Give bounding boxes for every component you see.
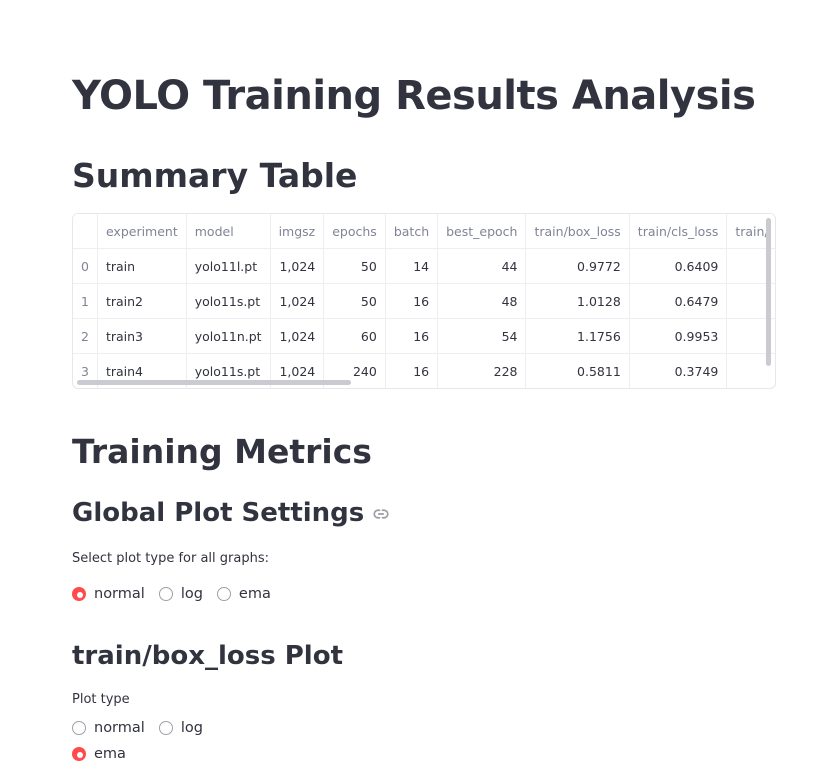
column-header[interactable]: imgsz — [270, 214, 325, 249]
summary-table-heading: Summary Table — [72, 156, 358, 195]
radio-label: normal — [94, 586, 145, 602]
table-cell[interactable]: train — [97, 248, 187, 284]
global-plot-type-option-ema[interactable]: ema — [216, 586, 271, 602]
radio-circle-icon[interactable] — [72, 747, 86, 761]
plot-type-option-ema[interactable]: ema — [72, 746, 126, 762]
table-cell[interactable]: 228 — [437, 353, 527, 388]
column-header[interactable]: batch — [385, 214, 439, 249]
training-metrics-heading: Training Metrics — [72, 432, 372, 471]
table-cell[interactable]: yolo11n.pt — [186, 318, 271, 354]
global-radio-label: Select plot type for all graphs: — [72, 551, 269, 566]
summary-table: experiment model imgsz epochs batch best_epoc… — [73, 214, 775, 388]
row-index[interactable]: 0 — [73, 248, 98, 284]
radio-circle-icon[interactable] — [216, 587, 231, 601]
radio-label: ema — [238, 586, 271, 602]
table-cell[interactable]: 50 — [323, 248, 386, 284]
table-row: 1 train2 yolo11s.pt 1,024 50 16 48 1.0128 0.6479 — [73, 283, 775, 319]
radio-label: log — [180, 586, 203, 602]
table-row: 0 train yolo11l.pt 1,024 50 14 44 0.9772 0.6409 — [73, 248, 775, 284]
table-cell[interactable]: train2 — [97, 283, 187, 319]
column-header[interactable]: train/cls_loss — [629, 214, 728, 249]
table-cell[interactable]: 0.6409 — [629, 248, 728, 284]
table-cell[interactable]: 44 — [437, 248, 527, 284]
radio-circle-icon[interactable] — [72, 587, 86, 601]
row-index[interactable]: 1 — [73, 283, 98, 319]
column-header[interactable]: train/box_loss — [525, 214, 630, 249]
table-cell[interactable]: 0.9772 — [525, 248, 630, 284]
global-plot-type-option-normal[interactable]: normal — [72, 586, 145, 602]
page-title: YOLO Training Results Analysis — [72, 73, 756, 119]
plot-type-radio-row-1: normal log — [72, 720, 217, 736]
table-row: 2 train3 yolo11n.pt 1,024 60 16 54 1.1756 0.9953 — [73, 318, 775, 354]
radio-label: ema — [94, 746, 126, 762]
table-cell[interactable]: 0.9953 — [629, 318, 728, 354]
global-plot-type-option-log[interactable]: log — [158, 586, 203, 602]
global-plot-settings-text: Global Plot Settings — [72, 498, 365, 528]
table-cell[interactable]: 16 — [385, 353, 439, 388]
table-cell[interactable]: yolo11l.pt — [186, 248, 271, 284]
link-icon[interactable] — [372, 505, 390, 523]
radio-circle-icon[interactable] — [158, 721, 173, 735]
plot-type-label: Plot type — [72, 692, 130, 707]
global-plot-type-radio: normal log ema — [72, 586, 285, 602]
plot-heading: train/box_loss Plot — [72, 641, 343, 671]
summary-dataframe[interactable]: experiment model imgsz epochs batch best_epoc… — [72, 213, 776, 389]
vertical-scrollbar[interactable] — [766, 218, 771, 366]
table-cell[interactable]: 1,024 — [270, 318, 325, 354]
plot-type-radio-row-2: ema — [72, 746, 140, 762]
table-cell[interactable]: 0.6479 — [629, 283, 728, 319]
table-cell[interactable]: 54 — [437, 318, 527, 354]
radio-circle-icon[interactable] — [158, 587, 173, 601]
table-cell[interactable]: 48 — [437, 283, 527, 319]
global-plot-settings-heading: Global Plot Settings — [72, 496, 390, 530]
table-cell[interactable]: 16 — [385, 318, 439, 354]
table-cell[interactable]: yolo11s.pt — [186, 283, 271, 319]
table-cell[interactable]: 1,024 — [270, 248, 325, 284]
radio-label: normal — [94, 720, 145, 736]
column-header[interactable]: model — [186, 214, 271, 249]
plot-type-option-normal[interactable]: normal — [72, 720, 145, 736]
table-cell[interactable]: 60 — [323, 318, 386, 354]
column-header[interactable] — [73, 214, 98, 249]
table-cell[interactable]: 0.3749 — [629, 353, 728, 388]
table-cell[interactable]: train3 — [97, 318, 187, 354]
table-cell[interactable]: 50 — [323, 283, 386, 319]
table-cell[interactable]: 1.1756 — [525, 318, 630, 354]
table-cell[interactable]: 1.0128 — [525, 283, 630, 319]
column-header[interactable]: epochs — [323, 214, 386, 249]
table-cell[interactable]: 1,024 — [270, 283, 325, 319]
radio-label: log — [180, 720, 203, 736]
table-cell[interactable]: 240 — [323, 353, 386, 388]
row-index[interactable]: 2 — [73, 318, 98, 354]
horizontal-scrollbar[interactable] — [77, 380, 351, 385]
radio-circle-icon[interactable] — [72, 721, 86, 735]
table-cell[interactable]: 14 — [385, 248, 439, 284]
plot-type-option-log[interactable]: log — [158, 720, 203, 736]
table-header-row: experiment model imgsz epochs batch best_epoc… — [73, 214, 775, 249]
column-header[interactable]: best_epoch — [437, 214, 527, 249]
column-header[interactable]: experiment — [97, 214, 187, 249]
table-cell[interactable]: 16 — [385, 283, 439, 319]
table-cell[interactable]: 0.5811 — [525, 353, 630, 388]
